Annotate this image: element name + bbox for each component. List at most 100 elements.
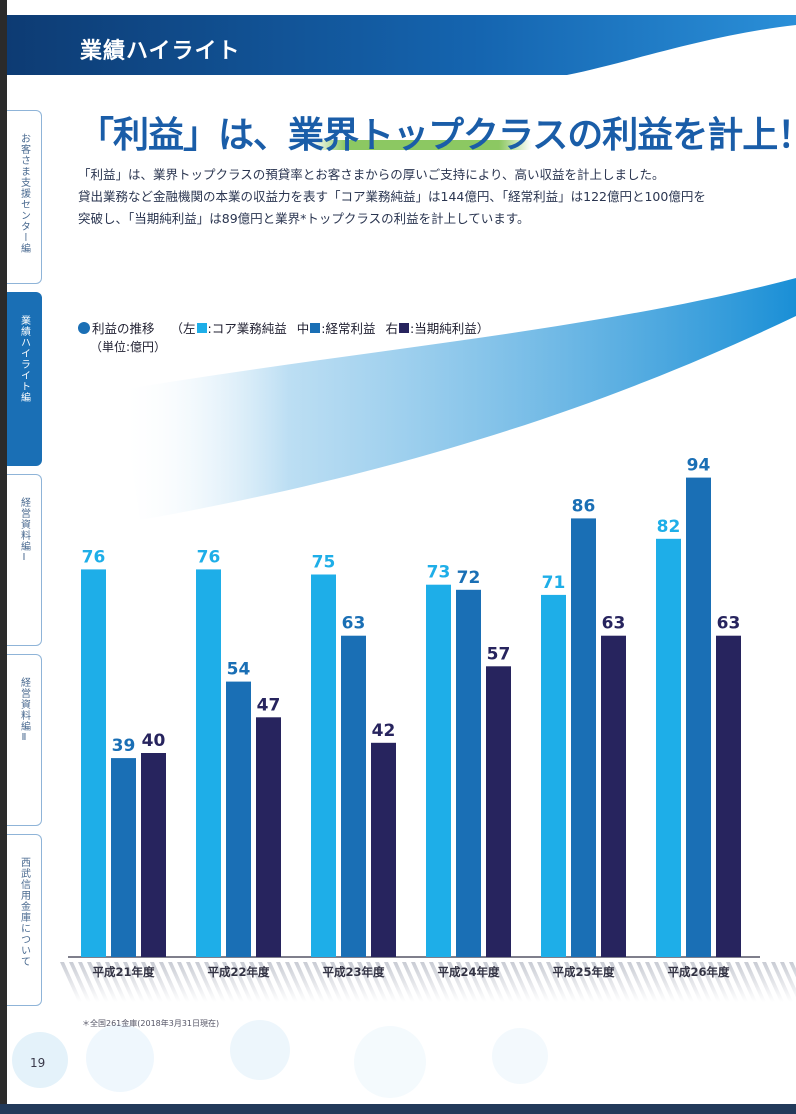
bar-ordinary-profit [226, 681, 251, 957]
bar-value-label: 86 [572, 496, 596, 516]
bar-net-income [486, 666, 511, 957]
category-label: 平成24年度 [437, 965, 500, 979]
chart-title: 利益の推移 [92, 321, 155, 336]
stripe [339, 962, 361, 1002]
stripe [726, 962, 748, 1002]
stripe [609, 962, 631, 1002]
stripe [375, 962, 397, 1002]
bar-value-label: 63 [717, 614, 741, 634]
stripe [213, 962, 235, 1002]
stripe [294, 962, 316, 1002]
category-label: 平成22年度 [207, 965, 270, 979]
bar-core-business-profit [311, 574, 336, 957]
bar-core-business-profit [426, 584, 451, 957]
category-label: 平成21年度 [92, 965, 155, 979]
bar-net-income [141, 753, 166, 957]
stripe [285, 962, 307, 1002]
header-band [7, 15, 796, 75]
page-frame-left [0, 0, 7, 1114]
legend-right-label: :当期純利益） [410, 321, 490, 336]
side-tab-label: 西武信用金庫について [18, 857, 30, 967]
stripe [123, 962, 145, 1002]
stripe [204, 962, 226, 1002]
side-tab-about[interactable]: 西武信用金庫について [7, 834, 42, 1006]
category-label: 平成25年度 [552, 965, 615, 979]
stripe [321, 962, 343, 1002]
stripe [789, 962, 796, 978]
bar-ordinary-profit [456, 589, 481, 957]
stripe [222, 962, 244, 1002]
stripe [564, 962, 586, 1002]
bar-value-label: 40 [142, 731, 166, 751]
stripe [519, 962, 541, 1002]
stripe [744, 962, 766, 1002]
bar-value-label: 42 [372, 721, 396, 741]
intro-line: 貸出業務など金融機関の本業の収益力を表す「コア業務純益」は144億円、「経常利益… [78, 189, 706, 204]
legend-swatch-net [399, 322, 409, 333]
bar-value-label: 39 [112, 736, 136, 756]
stripe [231, 962, 253, 1002]
stripe [60, 962, 82, 1002]
stripe [465, 962, 487, 1002]
bar-value-label: 47 [257, 695, 281, 715]
stripe [663, 962, 685, 1002]
side-tab-management-2[interactable]: 経営資料編Ⅱ [7, 654, 42, 826]
stripe [429, 962, 451, 1002]
chart-legend: 利益の推移 （左 :コア業務純益 中 :経常利益 右 :当期純利益） [78, 318, 489, 337]
stripe [357, 962, 379, 1002]
bar-net-income [371, 742, 396, 957]
stripe [303, 962, 325, 1002]
stripe [114, 962, 136, 1002]
section-header [7, 15, 796, 75]
bar-net-income [256, 717, 281, 957]
bar-value-label: 54 [227, 660, 251, 680]
stripe [681, 962, 703, 1002]
side-tab-highlights[interactable]: 業績ハイライト編 [7, 292, 42, 466]
side-tab-label: 経営資料編Ⅱ [18, 677, 30, 744]
side-tab-management-1[interactable]: 経営資料編Ⅰ [7, 474, 42, 646]
bar-ordinary-profit [111, 758, 136, 957]
stripe [456, 962, 478, 1002]
legend-mid-prefix: 中 [296, 321, 310, 336]
stripe [582, 962, 604, 1002]
stripe [771, 962, 793, 1002]
stripe [159, 962, 181, 1002]
stripe [312, 962, 334, 1002]
bar-value-label: 76 [197, 547, 221, 567]
bar-value-label: 63 [602, 614, 626, 634]
stripe [240, 962, 262, 1002]
stripe [717, 962, 739, 1002]
stripe [591, 962, 613, 1002]
bullet-icon [78, 321, 90, 334]
stripe [537, 962, 559, 1002]
intro-text: 「利益」は、業界トップクラスの預貸率とお客さまからの厚いご支持により、高い収益を… [78, 164, 758, 230]
stripe [411, 962, 433, 1002]
legend-swatch-ordinary [310, 322, 321, 333]
stripe [438, 962, 460, 1002]
header-title: 業績ハイライト [80, 39, 241, 64]
stripe [258, 962, 280, 1002]
bar-ordinary-profit [571, 518, 596, 957]
stripe [672, 962, 694, 1002]
legend-swatch-core [196, 322, 207, 333]
side-tab-label: 業績ハイライト編 [18, 315, 30, 403]
stripe [87, 962, 109, 1002]
stripe [555, 962, 577, 1002]
side-tab-label: お客さま支援センター編 [18, 133, 30, 254]
stripe [690, 962, 712, 1002]
axis-stripe-band [60, 962, 796, 1002]
stripe [501, 962, 523, 1002]
stripe [393, 962, 415, 1002]
stripe [699, 962, 721, 1002]
stripe [753, 962, 775, 1002]
stripe [492, 962, 514, 1002]
stripe [96, 962, 118, 1002]
stripe [168, 962, 190, 1002]
stripe [483, 962, 505, 1002]
bar-ordinary-profit [686, 477, 711, 957]
headline: 「利益」は、業界トップクラスの利益を計上！ [78, 114, 796, 156]
bar-value-label: 94 [687, 456, 711, 476]
side-tab-customer-support[interactable]: お客さま支援センター編 [7, 110, 42, 284]
legend-left-label: :コア業務純益 [207, 321, 287, 336]
stripe [573, 962, 595, 1002]
